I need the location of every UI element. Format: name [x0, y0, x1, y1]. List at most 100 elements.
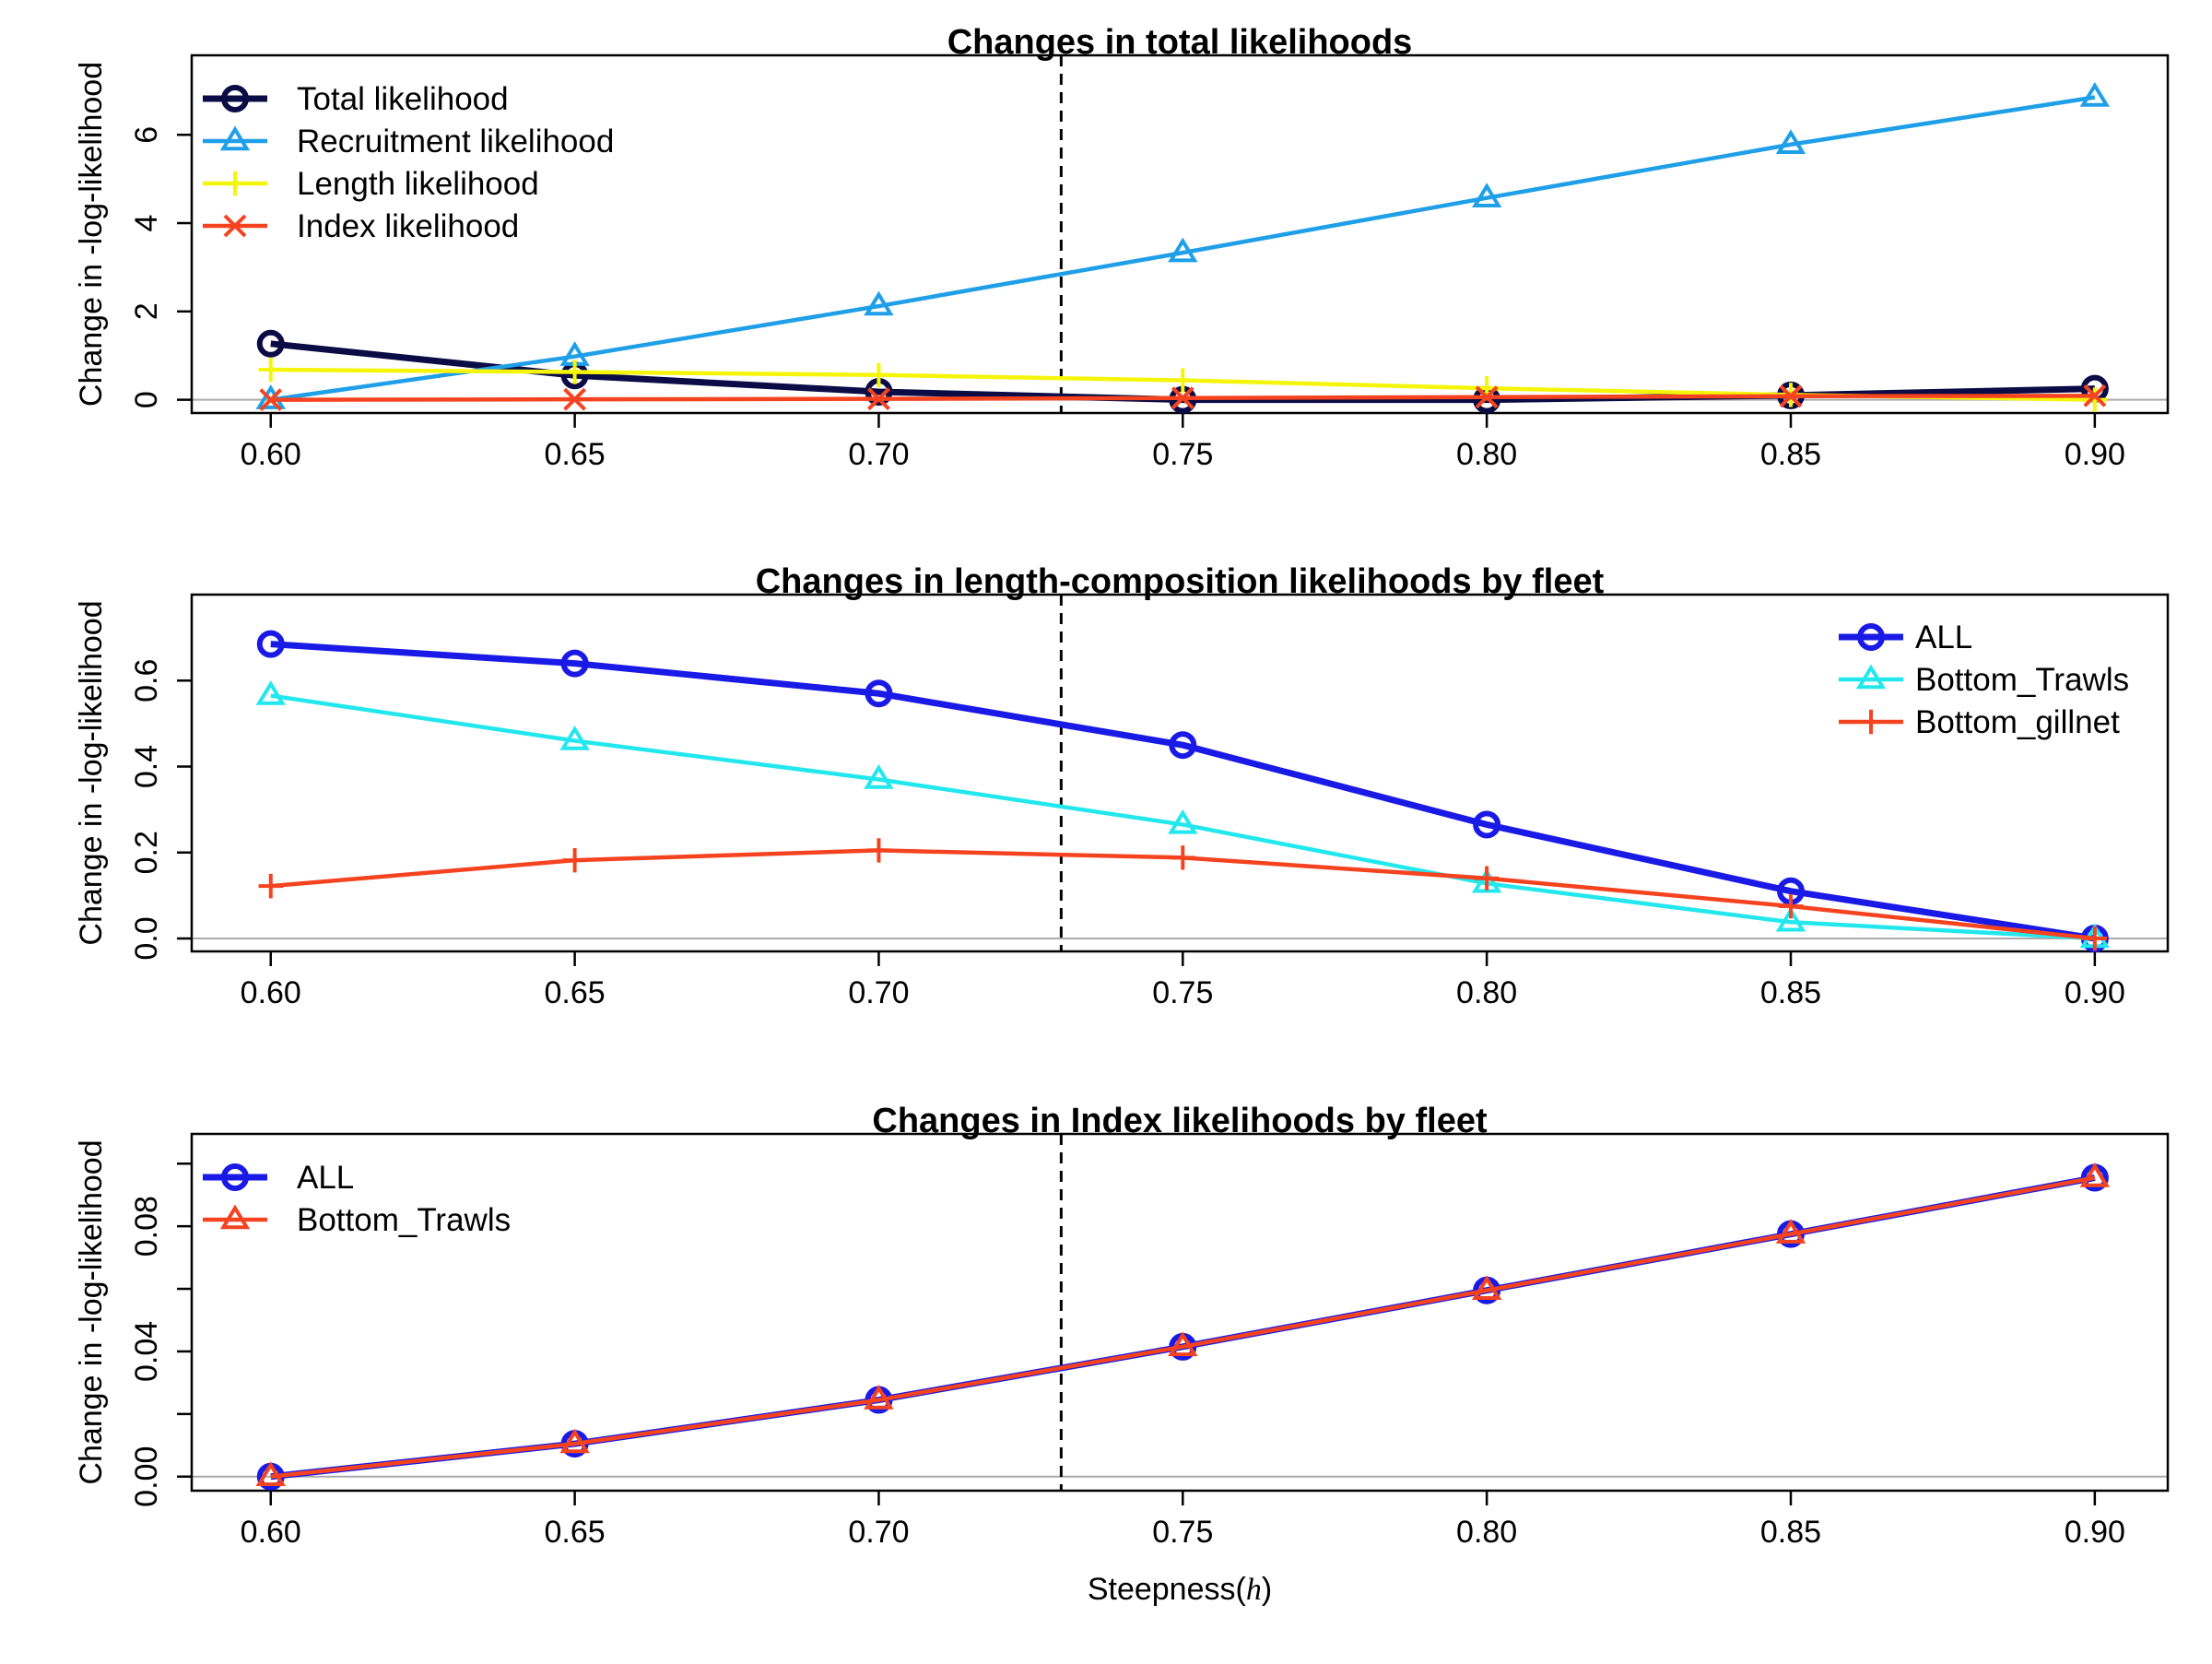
y-tick-label: 4	[129, 215, 164, 232]
legend-label: ALL	[1915, 620, 1972, 655]
y-axis-label: Change in -log-likelihood	[74, 62, 109, 407]
data-point	[867, 387, 890, 411]
x-tick-label: 0.80	[1456, 975, 1517, 1010]
data-point	[563, 387, 587, 411]
legend-label: Bottom_Trawls	[297, 1202, 511, 1238]
legend: Total likelihood Recruitment likelihood Le…	[203, 81, 614, 244]
series-line	[270, 95, 2096, 402]
panel-3: 0.60 0.65 0.70 0.75 0.80 0.85 0.90 0.00 0.04 0.08…	[74, 1102, 2170, 1607]
plot-frame	[190, 593, 2170, 953]
series-3	[258, 838, 2108, 951]
legend-label: Total likelihood	[297, 81, 509, 117]
data-point	[866, 362, 891, 388]
series-1	[256, 630, 2109, 953]
data-point	[559, 1428, 590, 1454]
y-tick-label: 6	[129, 126, 164, 144]
legend-marker	[1858, 709, 1884, 735]
data-point	[562, 360, 587, 384]
x-tick-label: 0.80	[1456, 437, 1517, 472]
data-point	[258, 873, 283, 899]
data-point	[1171, 386, 1194, 410]
plot-frame	[190, 1132, 2170, 1493]
x-tick-label: 0.70	[848, 437, 909, 472]
y-tick-label: 0.08	[129, 1196, 164, 1257]
legend-marker	[219, 1204, 251, 1230]
x-tick-label: 0.85	[1760, 975, 1821, 1010]
data-point	[1474, 866, 1500, 891]
data-point	[1168, 808, 1198, 834]
data-point	[1779, 384, 1803, 408]
legend: ALL Bottom_Trawls	[203, 1160, 511, 1238]
x-tick-label: 0.70	[848, 975, 909, 1010]
data-point	[1171, 845, 1195, 870]
data-point	[1169, 731, 1197, 760]
y-tick-label: 0.6	[129, 659, 164, 702]
series-line	[270, 693, 2095, 941]
data-point	[864, 1385, 894, 1410]
panel-2: 0.60 0.65 0.70 0.75 0.80 0.85 0.90 0.0 0.2 0.4 0.6…	[74, 562, 2170, 1010]
series-2	[255, 1162, 2111, 1486]
data-point	[258, 357, 283, 383]
data-point	[1775, 906, 1806, 932]
y-axis-label: Change in -log-likelihood	[74, 600, 109, 945]
data-point	[1168, 237, 1198, 263]
legend: ALL Bottom_Trawls Bottom_gillnet	[1839, 620, 2129, 740]
data-point	[865, 679, 893, 708]
series-3	[258, 357, 2108, 412]
data-point	[256, 630, 285, 658]
x-tick-label: 0.65	[545, 437, 606, 472]
data-point	[2079, 81, 2111, 107]
data-point	[1475, 385, 1499, 409]
data-point	[259, 388, 283, 412]
data-point	[1775, 1219, 1806, 1244]
y-tick-label: 0.2	[129, 831, 164, 874]
legend-marker	[1855, 664, 1887, 690]
x-tick-label: 0.85	[1760, 437, 1821, 472]
series-2	[255, 680, 2111, 949]
legend-marker	[219, 125, 251, 151]
y-tick-label: 0.04	[129, 1321, 164, 1382]
x-tick-label: 0.65	[545, 1515, 606, 1550]
data-point	[255, 680, 286, 705]
data-point	[256, 329, 285, 358]
data-point	[255, 1461, 286, 1486]
data-point	[559, 726, 590, 750]
x-tick-label: 0.90	[2065, 1515, 2125, 1550]
chart-title: Changes in Index likelihoods by fleet	[872, 1102, 1488, 1140]
x-tick-label: 0.80	[1456, 1515, 1517, 1550]
legend-label: Length likelihood	[297, 166, 539, 202]
x-tick-label: 0.70	[848, 1515, 909, 1550]
data-point	[1775, 129, 1806, 154]
data-point	[560, 649, 589, 678]
series-line	[270, 641, 2096, 942]
legend-label: Bottom_Trawls	[1915, 662, 2129, 698]
data-point	[864, 290, 894, 316]
legend-label: Index likelihood	[297, 208, 519, 244]
x-tick-label: 0.60	[241, 1515, 301, 1550]
series-line	[270, 1174, 2096, 1481]
data-point	[562, 847, 587, 873]
data-point	[1778, 893, 1804, 919]
data-point	[1471, 183, 1502, 207]
y-tick-label: 0.4	[129, 745, 164, 788]
data-point	[1471, 867, 1502, 893]
y-tick-label: 0	[129, 391, 164, 408]
y-tick-label: 0.0	[129, 916, 164, 960]
x-tick-label: 0.90	[2065, 437, 2125, 472]
data-point	[1473, 810, 1501, 839]
legend-marker	[1857, 623, 1885, 651]
chart-title: Changes in total likelihoods	[947, 23, 1413, 62]
series-1	[256, 1163, 2109, 1491]
legend-marker	[221, 1163, 249, 1191]
y-tick-label: 2	[129, 302, 164, 320]
x-tick-label: 0.60	[241, 437, 301, 472]
x-tick-label: 0.60	[241, 975, 301, 1010]
data-point	[864, 763, 894, 789]
x-axis-label: Steepness(h)	[1088, 1572, 1272, 1607]
data-point	[1171, 368, 1195, 393]
data-point	[2083, 384, 2107, 407]
legend-label: Recruitment likelihood	[297, 124, 614, 159]
data-point	[1471, 1275, 1502, 1300]
legend-marker	[221, 85, 249, 112]
